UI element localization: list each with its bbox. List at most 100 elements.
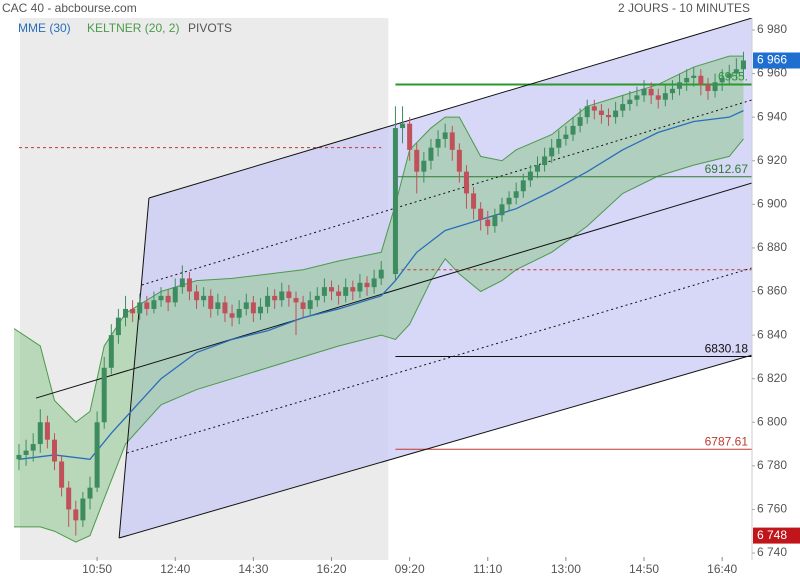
candle-body [222,302,228,314]
y-tick-label: 6 940 [757,109,787,123]
candle-body [94,422,100,488]
candle-body [563,134,569,139]
candle-body [44,422,50,440]
pivot-label: 6787.61 [705,434,749,448]
candle-body [314,295,320,301]
candle-body [80,498,86,521]
x-tick-label: 16:20 [316,562,346,576]
x-tick-label: 16:40 [707,562,737,576]
candle-body [208,295,214,309]
candle-body [279,291,285,301]
candle-body [108,335,114,368]
candle-body [442,132,448,139]
legend-entry: MME (30) [18,21,71,35]
candle-body [250,302,256,314]
candle-body [719,77,725,83]
candle-body [137,302,143,314]
candle-body [172,287,178,303]
candle-body [51,439,57,462]
price-badge-label: 6 966 [757,53,787,67]
candle-body [179,278,185,288]
candle-body [59,461,65,488]
candle-body [37,422,43,445]
pivot-label: 6955. [718,70,748,84]
candle-body [66,487,72,510]
candle-body [478,208,484,220]
x-tick-label: 10:50 [82,562,112,576]
candle-body [613,110,619,118]
candle-body [407,123,413,150]
x-tick-label: 13:00 [551,562,581,576]
candle-body [300,302,306,309]
candle-body [243,302,249,309]
candle-body [691,75,697,78]
candle-body [364,282,370,288]
keltner-lower [14,138,744,543]
price-badge [753,52,800,69]
candle-body [293,298,299,303]
legend-entry: PIVOTS [188,21,232,35]
candle-body [726,73,732,78]
candle-body [677,82,683,89]
candle-body [378,269,384,279]
candle-body [215,302,221,309]
candle-body [669,88,675,94]
candle-body [357,282,363,292]
candle-body [463,171,469,194]
candle-body [186,278,192,292]
candle-body [549,147,555,157]
candle-body [194,291,200,301]
candle-body [620,104,626,111]
candle-body [123,308,129,318]
candle-body [520,180,526,192]
candle-body [16,454,22,460]
y-tick-label: 6 880 [757,240,787,254]
candle-body [634,95,640,100]
candle-body [101,367,107,423]
pivot-label: 6830.18 [705,342,749,356]
candle-body [236,308,242,318]
y-tick-label: 6 740 [757,545,787,559]
y-tick-label: 6 780 [757,458,787,472]
candle-body [229,313,235,318]
candle-body [23,450,29,455]
candle-body [641,88,647,96]
candle-body [73,509,79,521]
x-tick-label: 14:30 [238,562,268,576]
candle-body [115,317,121,336]
candle-body [350,287,356,292]
candle-body [428,147,434,161]
y-tick-label: 6 760 [757,502,787,516]
pitchfork-line [35,182,752,399]
plot-area: 6955. 6912.67 6830.18 6787.61 [14,18,752,560]
candle-body [165,295,171,303]
candle-body [712,82,718,92]
candle-body [343,287,349,296]
candle-body [534,165,540,172]
candle-body [733,69,739,74]
candle-body [158,295,164,301]
candle-body [655,95,661,100]
keltner-band [14,56,744,543]
pitchfork-line [118,354,752,539]
candle-body [556,138,562,148]
candle-body [542,156,548,166]
candle-body [684,77,690,83]
candle-body [286,291,292,299]
price-badge-label: 6 748 [757,528,787,542]
candle-body [329,287,335,292]
candle-body [130,308,136,314]
candle-body [705,84,711,92]
pitchfork-line [148,18,752,199]
x-tick-label: 11:10 [473,562,502,576]
candle-body [336,291,342,296]
candle-body [449,132,455,150]
x-tick-label: 12:40 [160,562,190,576]
candle-body [527,171,533,181]
candle-body [499,204,505,216]
candle-body [740,60,746,70]
candle-body [392,128,398,275]
y-tick-label: 6 820 [757,371,787,385]
candle-body [307,300,313,309]
